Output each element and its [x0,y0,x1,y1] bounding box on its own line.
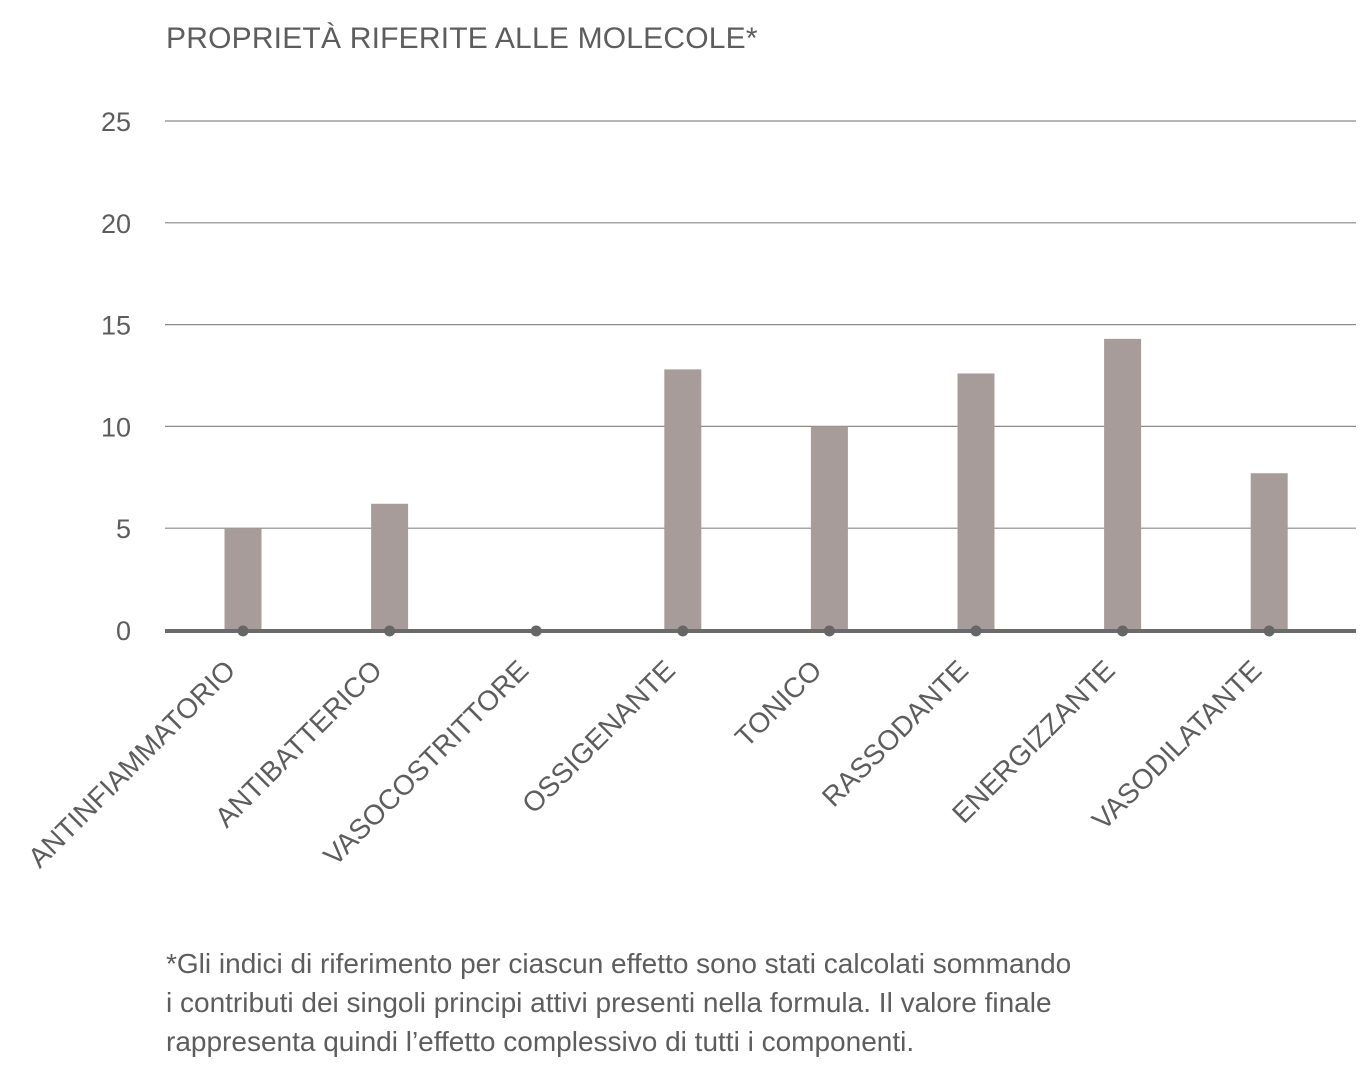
y-axis-tick-labels: 0 5 10 15 20 25 [101,107,131,646]
bars [224,338,1288,630]
y-tick-label: 25 [101,107,131,137]
y-tick-label: 5 [116,514,131,544]
x-category-label: ENERGIZZANTE [946,654,1121,829]
category-marker [677,625,689,637]
category-marker [1117,625,1129,637]
bar [664,369,702,630]
bar [957,373,995,630]
category-markers [237,625,1275,637]
x-category-label: ANTINFIAMMATORIO [22,654,241,873]
y-tick-label: 20 [101,209,131,239]
y-tick-label: 10 [101,412,131,442]
bar [810,426,848,630]
x-category-label: OSSIGENANTE [516,654,681,819]
category-marker [237,625,249,637]
footnote: *Gli indici di riferimento per ciascun e… [166,948,1072,1057]
bar [1250,473,1288,630]
bar [1104,338,1142,630]
y-tick-label: 15 [101,311,131,341]
bar [371,503,409,630]
grid-lines [165,120,1356,529]
category-marker [530,625,542,637]
category-marker [970,625,982,637]
x-category-label: TONICO [729,654,828,753]
y-tick-label: 0 [116,616,131,646]
category-marker [384,625,396,637]
chart-title: PROPRIETÀ RIFERITE ALLE MOLECOLE* [166,22,758,55]
category-marker [1263,625,1275,637]
x-axis-category-labels: ANTINFIAMMATORIOANTIBATTERICOVASOCOSTRIT… [22,654,1267,873]
category-marker [823,625,835,637]
bar-chart: 0 5 10 15 20 25 ANTINFIAMMATORIOANTIBATTERICO… [22,107,1356,874]
x-category-label: RASSODANTE [816,654,974,812]
bar [224,528,262,630]
